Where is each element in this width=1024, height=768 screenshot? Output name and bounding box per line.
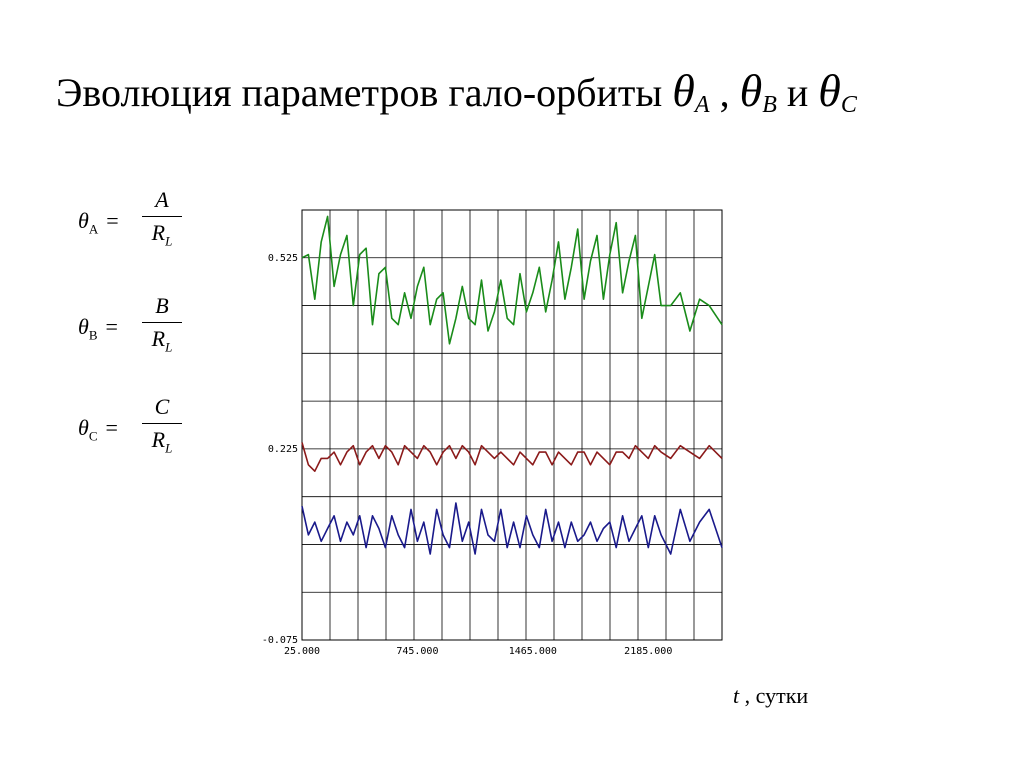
theta-c-symbol: θ [818, 65, 841, 116]
fraction-bar [142, 216, 182, 217]
formula-lhs: θC = [78, 415, 118, 444]
series-line-1 [301, 215, 723, 345]
x-tick-label: 25.000 [284, 646, 320, 657]
formula-fraction: C RL [142, 393, 182, 456]
formula-theta-c: θC = C RL [78, 393, 218, 473]
theta-c-subscript: C [840, 92, 857, 118]
formula-numerator: A [155, 187, 169, 212]
formula-fraction: B RL [142, 292, 182, 355]
fraction-bar [142, 423, 182, 424]
theta-b-symbol: θ [739, 65, 763, 116]
fraction-bar [142, 322, 182, 323]
title-conjunction: и [786, 70, 809, 115]
formula-numerator: C [154, 394, 170, 419]
x-tick-label: 2185.000 [624, 646, 672, 657]
formula-denominator: RL [151, 326, 173, 355]
x-tick-label: 745.000 [396, 646, 438, 657]
x-tick-label: 1465.000 [509, 646, 557, 657]
formula-denominator: RL [151, 427, 173, 456]
series-line-3 [301, 502, 723, 555]
formula-fraction: A RL [142, 186, 182, 249]
formula-lhs: θA = [78, 208, 119, 237]
formula-denominator: RL [151, 220, 173, 249]
theta-b-subscript: B [762, 92, 777, 118]
y-tick-label: -0.075 [262, 635, 298, 646]
series-line-2 [301, 442, 723, 473]
time-variable: t [733, 683, 740, 708]
title-text: Эволюция параметров гало-орбиты [56, 70, 663, 115]
formula-numerator: B [155, 293, 169, 318]
formula-theta-a: θA = A RL [78, 186, 218, 266]
formula-lhs: θB = [78, 314, 118, 343]
page-title: Эволюция параметров гало-орбиты θA , θB … [56, 64, 857, 119]
plot-frame [301, 209, 723, 641]
y-tick-label: 0.225 [268, 444, 298, 455]
y-tick-label: 0.525 [268, 253, 298, 264]
x-axis-caption: t , сутки [733, 683, 808, 709]
theta-a-subscript: A [694, 92, 710, 118]
theta-a-symbol: θ [672, 65, 695, 116]
title-separator: , [719, 70, 730, 115]
time-unit: , сутки [744, 683, 809, 708]
formula-theta-b: θB = B RL [78, 292, 218, 372]
